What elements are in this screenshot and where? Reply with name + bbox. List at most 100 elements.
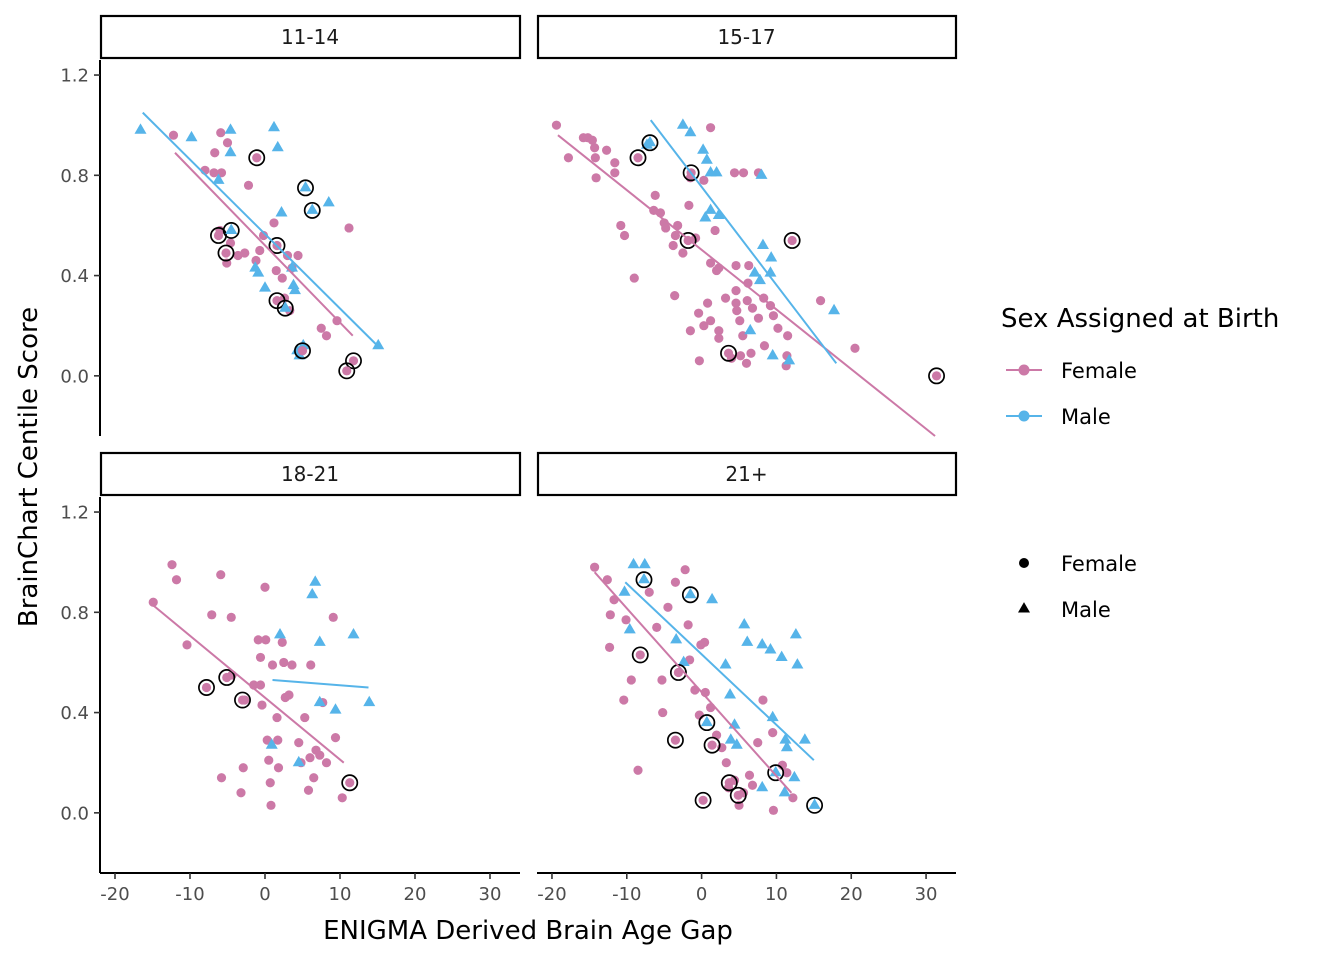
male-point-highlighted <box>637 572 650 584</box>
male-point <box>306 587 319 599</box>
male-point <box>313 635 326 646</box>
female-point <box>344 223 354 233</box>
female-point <box>670 230 681 241</box>
male-point <box>783 353 796 365</box>
highlight-ring <box>248 149 266 167</box>
male-point <box>292 755 305 767</box>
highlight-ring <box>631 646 649 664</box>
female-point <box>705 258 716 268</box>
y-tick-label: 0.0 <box>60 803 89 824</box>
female-point <box>551 120 562 130</box>
female-point <box>171 575 182 585</box>
female-point <box>251 255 261 266</box>
female-point <box>300 712 310 723</box>
male-point <box>676 118 689 129</box>
female-point-highlighted <box>724 778 734 788</box>
female-point <box>680 565 690 575</box>
female-point <box>626 675 636 685</box>
male-point <box>788 770 801 782</box>
male-point <box>372 338 385 350</box>
female-point <box>685 326 695 336</box>
highlight-ring <box>720 774 738 792</box>
male-point <box>789 628 802 639</box>
male-point <box>275 206 288 217</box>
male-point-highlighted <box>279 301 292 312</box>
male-point <box>706 592 719 604</box>
male-point <box>224 123 237 134</box>
female-point <box>678 248 688 258</box>
female-point-highlighted <box>787 235 797 246</box>
male-point <box>730 738 743 749</box>
male-point-highlighted <box>684 587 697 599</box>
female-point <box>650 190 660 200</box>
female-point <box>663 602 673 612</box>
panel-strip-label: 15-17 <box>717 25 775 49</box>
female-point-highlighted <box>635 650 645 660</box>
female-point-highlighted <box>633 153 643 163</box>
female-point <box>321 331 332 341</box>
male-point <box>322 196 335 207</box>
male-point <box>748 266 761 277</box>
female-point-highlighted <box>237 695 248 705</box>
male-point-highlighted <box>643 135 656 147</box>
male-fit-line <box>142 111 379 347</box>
x-tick-label: 20 <box>840 884 863 905</box>
female-point <box>741 358 752 368</box>
highlight-ring <box>268 237 286 254</box>
female-point <box>602 575 612 585</box>
female-fit-line <box>593 571 793 794</box>
female-point <box>768 728 778 738</box>
highlight-ring <box>681 586 699 604</box>
female-point <box>738 168 749 178</box>
y-tick-label: 0.8 <box>60 166 89 187</box>
highlight-ring <box>783 232 801 249</box>
male-point <box>134 123 147 134</box>
female-point <box>705 123 716 133</box>
male-point <box>670 633 683 644</box>
female-point-highlighted <box>221 248 231 258</box>
female-point <box>590 153 600 163</box>
female-point <box>279 657 289 668</box>
female-point <box>783 331 793 341</box>
male-point <box>798 733 811 744</box>
female-point <box>759 341 770 351</box>
female-point <box>753 738 763 748</box>
panel-strip <box>99 14 522 60</box>
female-point <box>702 298 713 308</box>
female-point <box>732 306 742 316</box>
female-point <box>744 770 755 780</box>
male-point <box>684 125 697 137</box>
female-point <box>610 168 620 178</box>
female-point <box>747 303 758 313</box>
female-point <box>768 805 779 815</box>
female-point <box>316 323 326 333</box>
male-point <box>779 733 792 744</box>
female-point <box>238 763 248 773</box>
male-fit-line <box>624 581 815 761</box>
female-point <box>815 296 826 306</box>
female-point <box>699 321 709 331</box>
x-tick-label: -10 <box>175 884 204 905</box>
female-point-highlighted <box>342 366 352 376</box>
female-point <box>210 148 220 158</box>
female-fit-line <box>151 604 345 764</box>
panel-strip-label: 18-21 <box>281 462 339 486</box>
legend-color-title: Sex Assigned at Birth <box>1001 304 1279 334</box>
female-point <box>273 735 283 745</box>
legend-shape-label: Female <box>1061 552 1137 576</box>
y-axis-title: BrainChart Centile Score <box>14 307 44 627</box>
male-point <box>724 733 737 744</box>
female-point <box>226 612 236 622</box>
female-point-highlighted <box>201 682 212 693</box>
male-point <box>775 650 788 661</box>
female-point-highlighted <box>707 740 717 750</box>
female-point <box>621 615 631 625</box>
female-point <box>657 675 667 685</box>
legend-color-entry-male: Male <box>1006 405 1111 429</box>
female-point <box>306 660 316 670</box>
female-fit-line <box>557 134 936 437</box>
female-point <box>253 635 263 645</box>
female-point <box>260 582 270 592</box>
x-tick-label: -10 <box>612 884 641 905</box>
panel-21+: 21+ -20 -10 0 10 20 30 <box>536 451 958 905</box>
